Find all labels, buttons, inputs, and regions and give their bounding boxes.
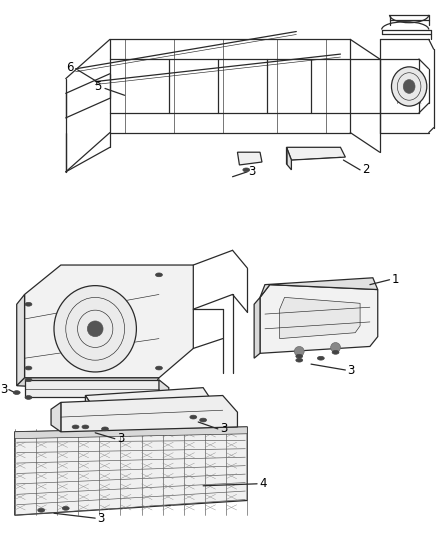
Polygon shape bbox=[286, 147, 346, 160]
Text: 3: 3 bbox=[97, 512, 105, 524]
Ellipse shape bbox=[54, 286, 136, 372]
Polygon shape bbox=[237, 152, 262, 165]
Ellipse shape bbox=[155, 366, 162, 370]
Polygon shape bbox=[25, 380, 159, 398]
Ellipse shape bbox=[190, 415, 197, 419]
Ellipse shape bbox=[72, 425, 79, 429]
Polygon shape bbox=[260, 285, 378, 353]
Ellipse shape bbox=[62, 506, 69, 510]
Text: 3: 3 bbox=[248, 165, 256, 179]
Polygon shape bbox=[51, 402, 61, 432]
Ellipse shape bbox=[25, 395, 32, 399]
Ellipse shape bbox=[392, 67, 427, 106]
Text: 2: 2 bbox=[362, 163, 370, 176]
Ellipse shape bbox=[25, 366, 32, 370]
Ellipse shape bbox=[102, 427, 109, 431]
Text: 5: 5 bbox=[94, 80, 101, 93]
Text: 4: 4 bbox=[259, 478, 267, 490]
Polygon shape bbox=[85, 395, 95, 417]
Polygon shape bbox=[286, 147, 291, 170]
Text: 3: 3 bbox=[220, 422, 227, 435]
Polygon shape bbox=[17, 294, 25, 386]
Ellipse shape bbox=[155, 273, 162, 277]
Ellipse shape bbox=[38, 508, 45, 512]
Ellipse shape bbox=[200, 418, 207, 422]
Text: 3: 3 bbox=[0, 383, 8, 396]
Text: 3: 3 bbox=[347, 364, 355, 376]
Ellipse shape bbox=[403, 79, 415, 93]
Polygon shape bbox=[159, 380, 169, 405]
Text: 6: 6 bbox=[66, 61, 74, 74]
Polygon shape bbox=[15, 427, 247, 515]
Polygon shape bbox=[61, 395, 237, 432]
Ellipse shape bbox=[331, 343, 340, 352]
Polygon shape bbox=[17, 378, 159, 393]
Ellipse shape bbox=[296, 354, 303, 358]
Polygon shape bbox=[85, 387, 213, 410]
Ellipse shape bbox=[318, 357, 324, 360]
Ellipse shape bbox=[25, 302, 32, 306]
Ellipse shape bbox=[25, 378, 32, 382]
Text: 3: 3 bbox=[117, 432, 124, 445]
Polygon shape bbox=[15, 427, 247, 439]
Polygon shape bbox=[254, 297, 260, 358]
Text: 1: 1 bbox=[392, 273, 399, 286]
Ellipse shape bbox=[332, 351, 339, 354]
Ellipse shape bbox=[243, 168, 250, 172]
Polygon shape bbox=[279, 297, 360, 338]
Polygon shape bbox=[260, 278, 378, 297]
Ellipse shape bbox=[296, 358, 303, 362]
Polygon shape bbox=[25, 265, 193, 378]
Ellipse shape bbox=[13, 391, 20, 394]
Ellipse shape bbox=[87, 321, 103, 337]
Ellipse shape bbox=[82, 425, 89, 429]
Ellipse shape bbox=[294, 346, 304, 356]
